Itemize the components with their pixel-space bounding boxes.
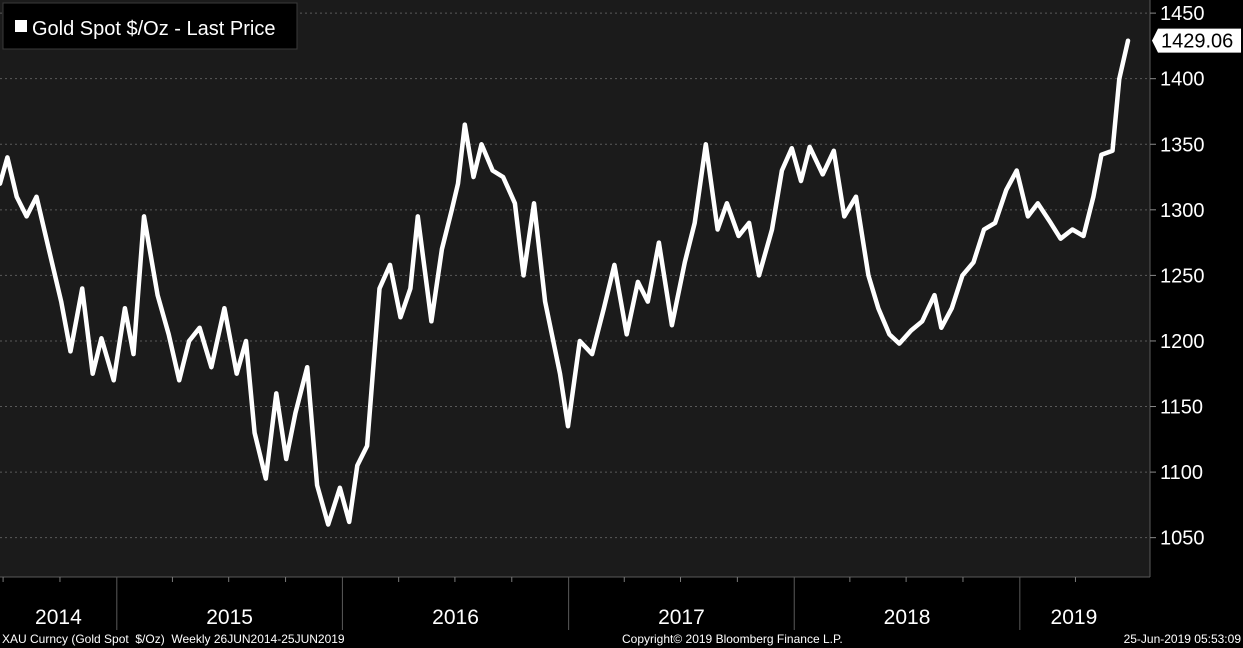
x-year-label: 2017: [658, 606, 705, 629]
footer-copyright: Copyright© 2019 Bloomberg Finance L.P.: [622, 632, 843, 646]
y-tick-label: 1450: [1160, 3, 1205, 25]
y-tick-label: 1150: [1160, 397, 1203, 419]
x-year-label: 2014: [35, 606, 82, 629]
x-axis-year-labels: 2014 2015 2016 2017 2018 2019: [35, 606, 1097, 629]
legend: Gold Spot $/Oz - Last Price: [2, 2, 298, 50]
legend-box: [2, 2, 298, 50]
y-tick-label: 1200: [1160, 331, 1205, 353]
footer-source: XAU Curncy (Gold Spot $/Oz) Weekly 26JUN…: [2, 632, 345, 646]
legend-label: Gold Spot $/Oz - Last Price: [32, 18, 275, 40]
x-axis-band: [0, 577, 1150, 630]
legend-swatch: [15, 20, 27, 32]
series-line: [0, 38, 1131, 527]
y-tick-label: 1250: [1160, 265, 1205, 287]
footer-timestamp: 25-Jun-2019 05:53:09: [1123, 632, 1241, 646]
y-tick-label: 1350: [1160, 134, 1205, 156]
last-price-badge: [1152, 28, 1241, 53]
gold-price-chart: 1050 1100 1150 1200 1250 1300 1350 1400 1450 201…: [0, 0, 1243, 630]
y-tick-label: 1300: [1160, 200, 1205, 222]
plot-area: [0, 0, 1150, 577]
last-price-label: 1429.06: [1152, 28, 1241, 53]
x-year-label: 2016: [432, 606, 479, 629]
price-series: [0, 38, 1131, 527]
x-year-label: 2019: [1051, 606, 1098, 629]
y-axis-ticks: 1050 1100 1150 1200 1250 1300 1350 1400 1450: [1150, 3, 1205, 550]
y-tick-label: 1050: [1160, 528, 1205, 550]
y-tick-label: 1100: [1160, 462, 1203, 484]
last-price-value: 1429.06: [1161, 31, 1233, 53]
gridlines: [0, 12, 1150, 539]
y-axis-band: [1150, 0, 1243, 630]
y-tick-label: 1400: [1160, 69, 1205, 91]
x-year-label: 2018: [884, 606, 931, 629]
x-axis-dividers: [2, 577, 1076, 630]
x-year-label: 2015: [206, 606, 253, 629]
